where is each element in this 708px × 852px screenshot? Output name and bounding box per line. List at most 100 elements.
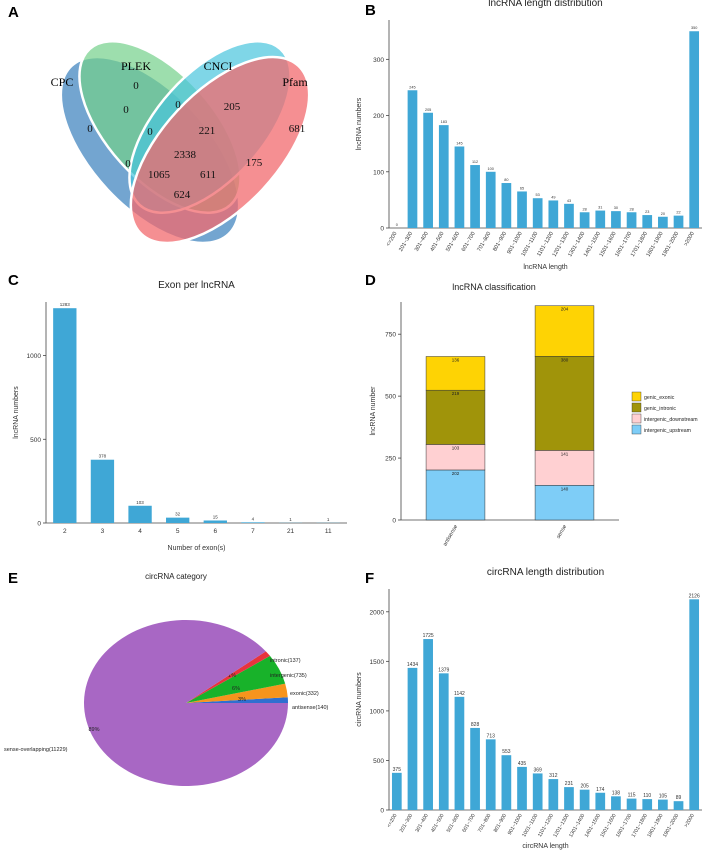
data-label: 369	[534, 767, 543, 773]
venn-count-cpc-plek-pfam: 1065	[148, 169, 171, 181]
panel-label-d: D	[365, 272, 376, 289]
x-tick-label: 801~900	[492, 231, 508, 253]
x-tick-label: 501~600	[445, 231, 461, 253]
x-tick-label: 701~800	[477, 813, 492, 834]
legend-swatch	[631, 391, 642, 402]
data-label: 80	[504, 178, 508, 182]
stacked-bar-segment	[425, 444, 486, 471]
x-tick-label: 601~700	[461, 813, 476, 834]
y-tick-label: 1000	[27, 353, 42, 360]
bar	[642, 215, 653, 228]
bar	[595, 210, 606, 228]
y-tick-label: 0	[380, 808, 384, 815]
pie-slice	[186, 683, 288, 703]
data-label: 100	[488, 167, 494, 171]
legend-label: genic_intronic	[644, 406, 676, 412]
data-label: 145	[456, 141, 462, 145]
data-label: 89	[676, 795, 682, 801]
x-tick-label: 901~1000	[507, 813, 524, 836]
data-label: 1725	[423, 633, 434, 639]
x-axis-label: circRNA length	[522, 843, 568, 850]
data-label: 202	[452, 471, 460, 476]
pie-percent-label: 3%	[238, 697, 246, 703]
bar	[90, 459, 115, 523]
data-label: 53	[536, 193, 540, 197]
pie-slice-label: intergenic(735)	[270, 673, 307, 679]
venn-count-cnci-pfam: 175	[246, 157, 263, 169]
data-label: 1	[327, 517, 330, 522]
bar	[485, 739, 496, 810]
panel-label-e: E	[8, 570, 19, 587]
bar	[579, 789, 590, 810]
venn-count-cnci-only: 205	[224, 101, 241, 113]
data-label: 1142	[454, 691, 465, 697]
x-tick-label: 7	[251, 528, 255, 535]
data-label: 103	[452, 445, 460, 450]
data-label: 174	[596, 787, 605, 793]
data-label: 105	[659, 794, 668, 800]
data-label: 49	[551, 195, 555, 199]
venn-label-plek: PLEK	[121, 59, 151, 73]
x-tick-label: 301~400	[414, 231, 430, 253]
panel-label-a: A	[8, 4, 19, 21]
chart-lncrna-length: lncRNA length distribution0100200300lncR…	[356, 0, 702, 271]
legend-label: genic_exonic	[644, 395, 675, 401]
bar	[53, 308, 77, 523]
bar	[548, 200, 559, 228]
x-tick-label: <=200	[386, 231, 399, 248]
bar	[689, 599, 700, 810]
data-label: 30	[614, 206, 618, 210]
data-label: 183	[441, 120, 447, 124]
bar	[438, 673, 449, 810]
data-label: 380	[561, 357, 569, 362]
x-tick-label: 401~500	[430, 231, 446, 253]
stacked-bar-segment	[534, 305, 595, 357]
panel-label-b: B	[365, 2, 376, 19]
venn-count-plek-cnci: 0	[175, 99, 181, 111]
data-label: 138	[612, 790, 621, 796]
data-label: 20	[661, 212, 665, 216]
y-tick-label: 200	[373, 113, 384, 120]
data-label: 713	[487, 733, 496, 739]
data-label: 4	[252, 516, 255, 521]
y-tick-label: 2000	[370, 609, 385, 616]
bar	[470, 165, 480, 228]
y-tick-label: 0	[37, 521, 41, 528]
data-label: 1379	[438, 667, 449, 673]
chart-title: lncRNA length distribution	[488, 0, 603, 9]
venn-label-cnci: CNCI	[204, 59, 233, 73]
x-tick-label: antisense	[442, 524, 459, 547]
y-tick-label: 500	[385, 394, 396, 401]
chart-circrna-length: circRNA length distribution 0 500 1000 1500 2…	[356, 567, 702, 850]
venn-count-all: 2338	[174, 149, 197, 161]
panel-label-f: F	[365, 570, 375, 587]
data-label: 1283	[60, 302, 71, 307]
bar	[595, 792, 606, 810]
data-label: 65	[520, 186, 524, 190]
legend-swatch	[631, 413, 642, 424]
venn-count-cpc-only: 0	[87, 123, 93, 135]
chart-exon-per-lncrna: Exon per lncRNA 0 500 1000 lncRNA numbers 128…	[13, 280, 347, 552]
bar	[241, 522, 265, 523]
x-tick-label: 401~500	[430, 813, 445, 834]
x-tick-label: 1901~2000	[662, 813, 680, 839]
chart-title: lncRNA classification	[452, 282, 536, 292]
pie-percent-label: 89%	[88, 727, 99, 733]
x-tick-label: 1901~2000	[661, 231, 680, 258]
bar	[501, 183, 512, 228]
stacked-bar-segment	[425, 356, 486, 391]
data-label: 2126	[689, 593, 700, 599]
bar	[548, 779, 559, 810]
data-label: 28	[583, 207, 587, 211]
pie-slice-label: antisense(140)	[292, 705, 329, 711]
data-label: 141	[561, 451, 569, 456]
pie-percent-label: 6%	[232, 686, 240, 692]
venn-count-cpc-pfam-plek-alt: 0	[125, 158, 131, 170]
venn-ellipse-pfam	[129, 55, 311, 245]
bar	[658, 799, 668, 810]
y-axis-label: circRNA numbers	[356, 672, 363, 727]
bar	[128, 505, 152, 523]
bar	[391, 772, 402, 810]
data-label: 115	[628, 793, 636, 799]
data-label: 435	[518, 761, 527, 767]
